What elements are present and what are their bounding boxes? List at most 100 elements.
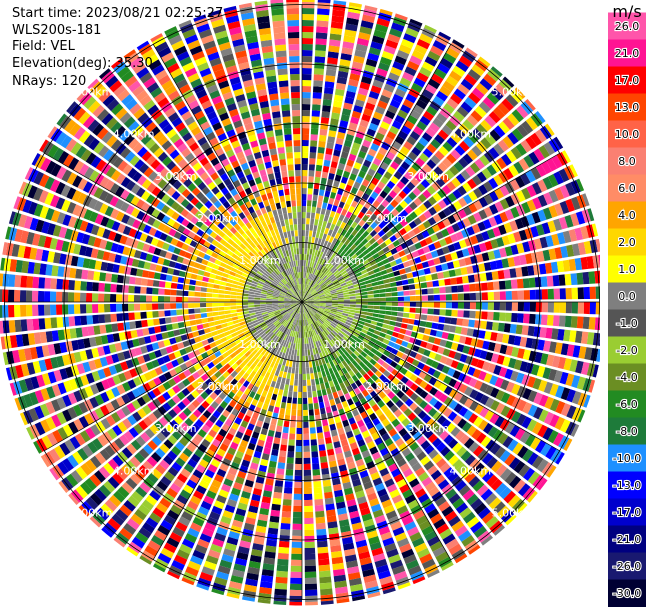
velocity-gate bbox=[392, 61, 405, 71]
velocity-gate bbox=[317, 546, 329, 554]
velocity-gate bbox=[404, 156, 414, 166]
velocity-gate bbox=[467, 69, 481, 81]
velocity-gate bbox=[303, 266, 306, 273]
velocity-gate bbox=[313, 305, 320, 309]
velocity-gate bbox=[554, 187, 565, 201]
velocity-gate bbox=[270, 454, 278, 462]
velocity-gate bbox=[481, 252, 490, 262]
velocity-gate bbox=[321, 370, 327, 378]
velocity-gate bbox=[337, 248, 343, 255]
velocity-gate bbox=[426, 143, 437, 154]
velocity-gate bbox=[378, 12, 392, 22]
velocity-gate bbox=[336, 273, 342, 279]
velocity-gate bbox=[493, 312, 500, 321]
velocity-gate bbox=[290, 373, 295, 380]
velocity-gate bbox=[303, 475, 312, 482]
velocity-gate bbox=[420, 179, 431, 189]
velocity-gate bbox=[272, 443, 280, 451]
velocity-gate bbox=[302, 110, 310, 117]
velocity-gate bbox=[104, 304, 111, 313]
velocity-gate bbox=[171, 323, 179, 330]
velocity-gate bbox=[350, 263, 357, 269]
velocity-gate bbox=[373, 330, 381, 336]
velocity-gate bbox=[381, 89, 393, 99]
velocity-gate bbox=[538, 145, 550, 159]
velocity-gate bbox=[209, 273, 217, 279]
velocity-gate bbox=[93, 271, 101, 281]
velocity-gate bbox=[364, 64, 376, 73]
velocity-gate bbox=[511, 290, 518, 300]
velocity-gate bbox=[327, 136, 336, 144]
velocity-gate bbox=[530, 226, 539, 238]
velocity-gate bbox=[482, 361, 491, 371]
velocity-gate bbox=[332, 218, 338, 225]
velocity-gate bbox=[198, 329, 205, 336]
velocity-gate bbox=[142, 270, 150, 278]
velocity-gate bbox=[302, 163, 308, 171]
velocity-gate bbox=[146, 303, 153, 311]
velocity-gate bbox=[384, 315, 391, 320]
velocity-gate bbox=[62, 304, 69, 315]
velocity-gate bbox=[318, 244, 323, 252]
velocity-gate bbox=[116, 313, 123, 322]
velocity-gate bbox=[398, 130, 409, 140]
velocity-gate bbox=[521, 120, 534, 134]
velocity-gate bbox=[334, 174, 342, 182]
velocity-gate bbox=[493, 125, 506, 138]
velocity-gate bbox=[359, 332, 367, 338]
velocity-gate bbox=[425, 321, 433, 329]
velocity-gate bbox=[92, 282, 99, 292]
velocity-gate bbox=[547, 288, 554, 300]
velocity-gate bbox=[303, 451, 311, 458]
velocity-gate bbox=[325, 209, 331, 217]
velocity-gate bbox=[344, 302, 351, 304]
velocity-gate bbox=[331, 268, 338, 274]
velocity-gate bbox=[361, 179, 370, 187]
velocity-gate bbox=[302, 157, 308, 165]
velocity-gate bbox=[460, 169, 471, 181]
velocity-gate bbox=[361, 302, 368, 305]
velocity-gate bbox=[392, 331, 399, 338]
velocity-gate bbox=[302, 14, 315, 21]
velocity-gate bbox=[317, 146, 325, 154]
velocity-gate bbox=[370, 213, 378, 221]
velocity-gate bbox=[403, 195, 413, 205]
velocity-gate bbox=[92, 293, 99, 302]
velocity-gate bbox=[441, 331, 449, 340]
velocity-gate bbox=[571, 391, 582, 405]
velocity-gate bbox=[330, 191, 337, 199]
velocity-gate bbox=[303, 421, 309, 428]
velocity-gate bbox=[345, 90, 356, 99]
velocity-gate bbox=[592, 364, 599, 378]
velocity-gate bbox=[357, 262, 364, 269]
velocity-gate bbox=[302, 247, 305, 254]
velocity-gate bbox=[320, 407, 326, 415]
velocity-gate bbox=[399, 268, 406, 275]
velocity-gate bbox=[525, 337, 534, 349]
velocity-gate bbox=[322, 394, 329, 402]
velocity-gate bbox=[190, 325, 198, 332]
velocity-gate bbox=[399, 77, 412, 87]
velocity-gate bbox=[310, 349, 314, 356]
velocity-gate bbox=[302, 175, 308, 183]
velocity-gate bbox=[385, 310, 392, 316]
velocity-gate bbox=[236, 299, 243, 302]
velocity-gate bbox=[154, 326, 162, 334]
velocity-gate bbox=[271, 302, 278, 304]
velocity-gate bbox=[456, 343, 465, 353]
velocity-gate bbox=[20, 304, 27, 317]
velocity-gate bbox=[483, 262, 492, 271]
velocity-gate bbox=[306, 373, 311, 380]
velocity-gate bbox=[303, 463, 311, 470]
velocity-gate bbox=[367, 52, 380, 62]
velocity-gate bbox=[288, 385, 294, 392]
velocity-gate bbox=[560, 343, 569, 356]
velocity-gate bbox=[378, 284, 385, 289]
velocity-gate bbox=[445, 286, 452, 293]
velocity-gate bbox=[566, 405, 577, 419]
velocity-gate bbox=[452, 212, 462, 222]
velocity-gate bbox=[324, 269, 330, 275]
velocity-gate bbox=[313, 296, 320, 299]
velocity-gate bbox=[397, 333, 405, 340]
velocity-gate bbox=[363, 108, 374, 117]
